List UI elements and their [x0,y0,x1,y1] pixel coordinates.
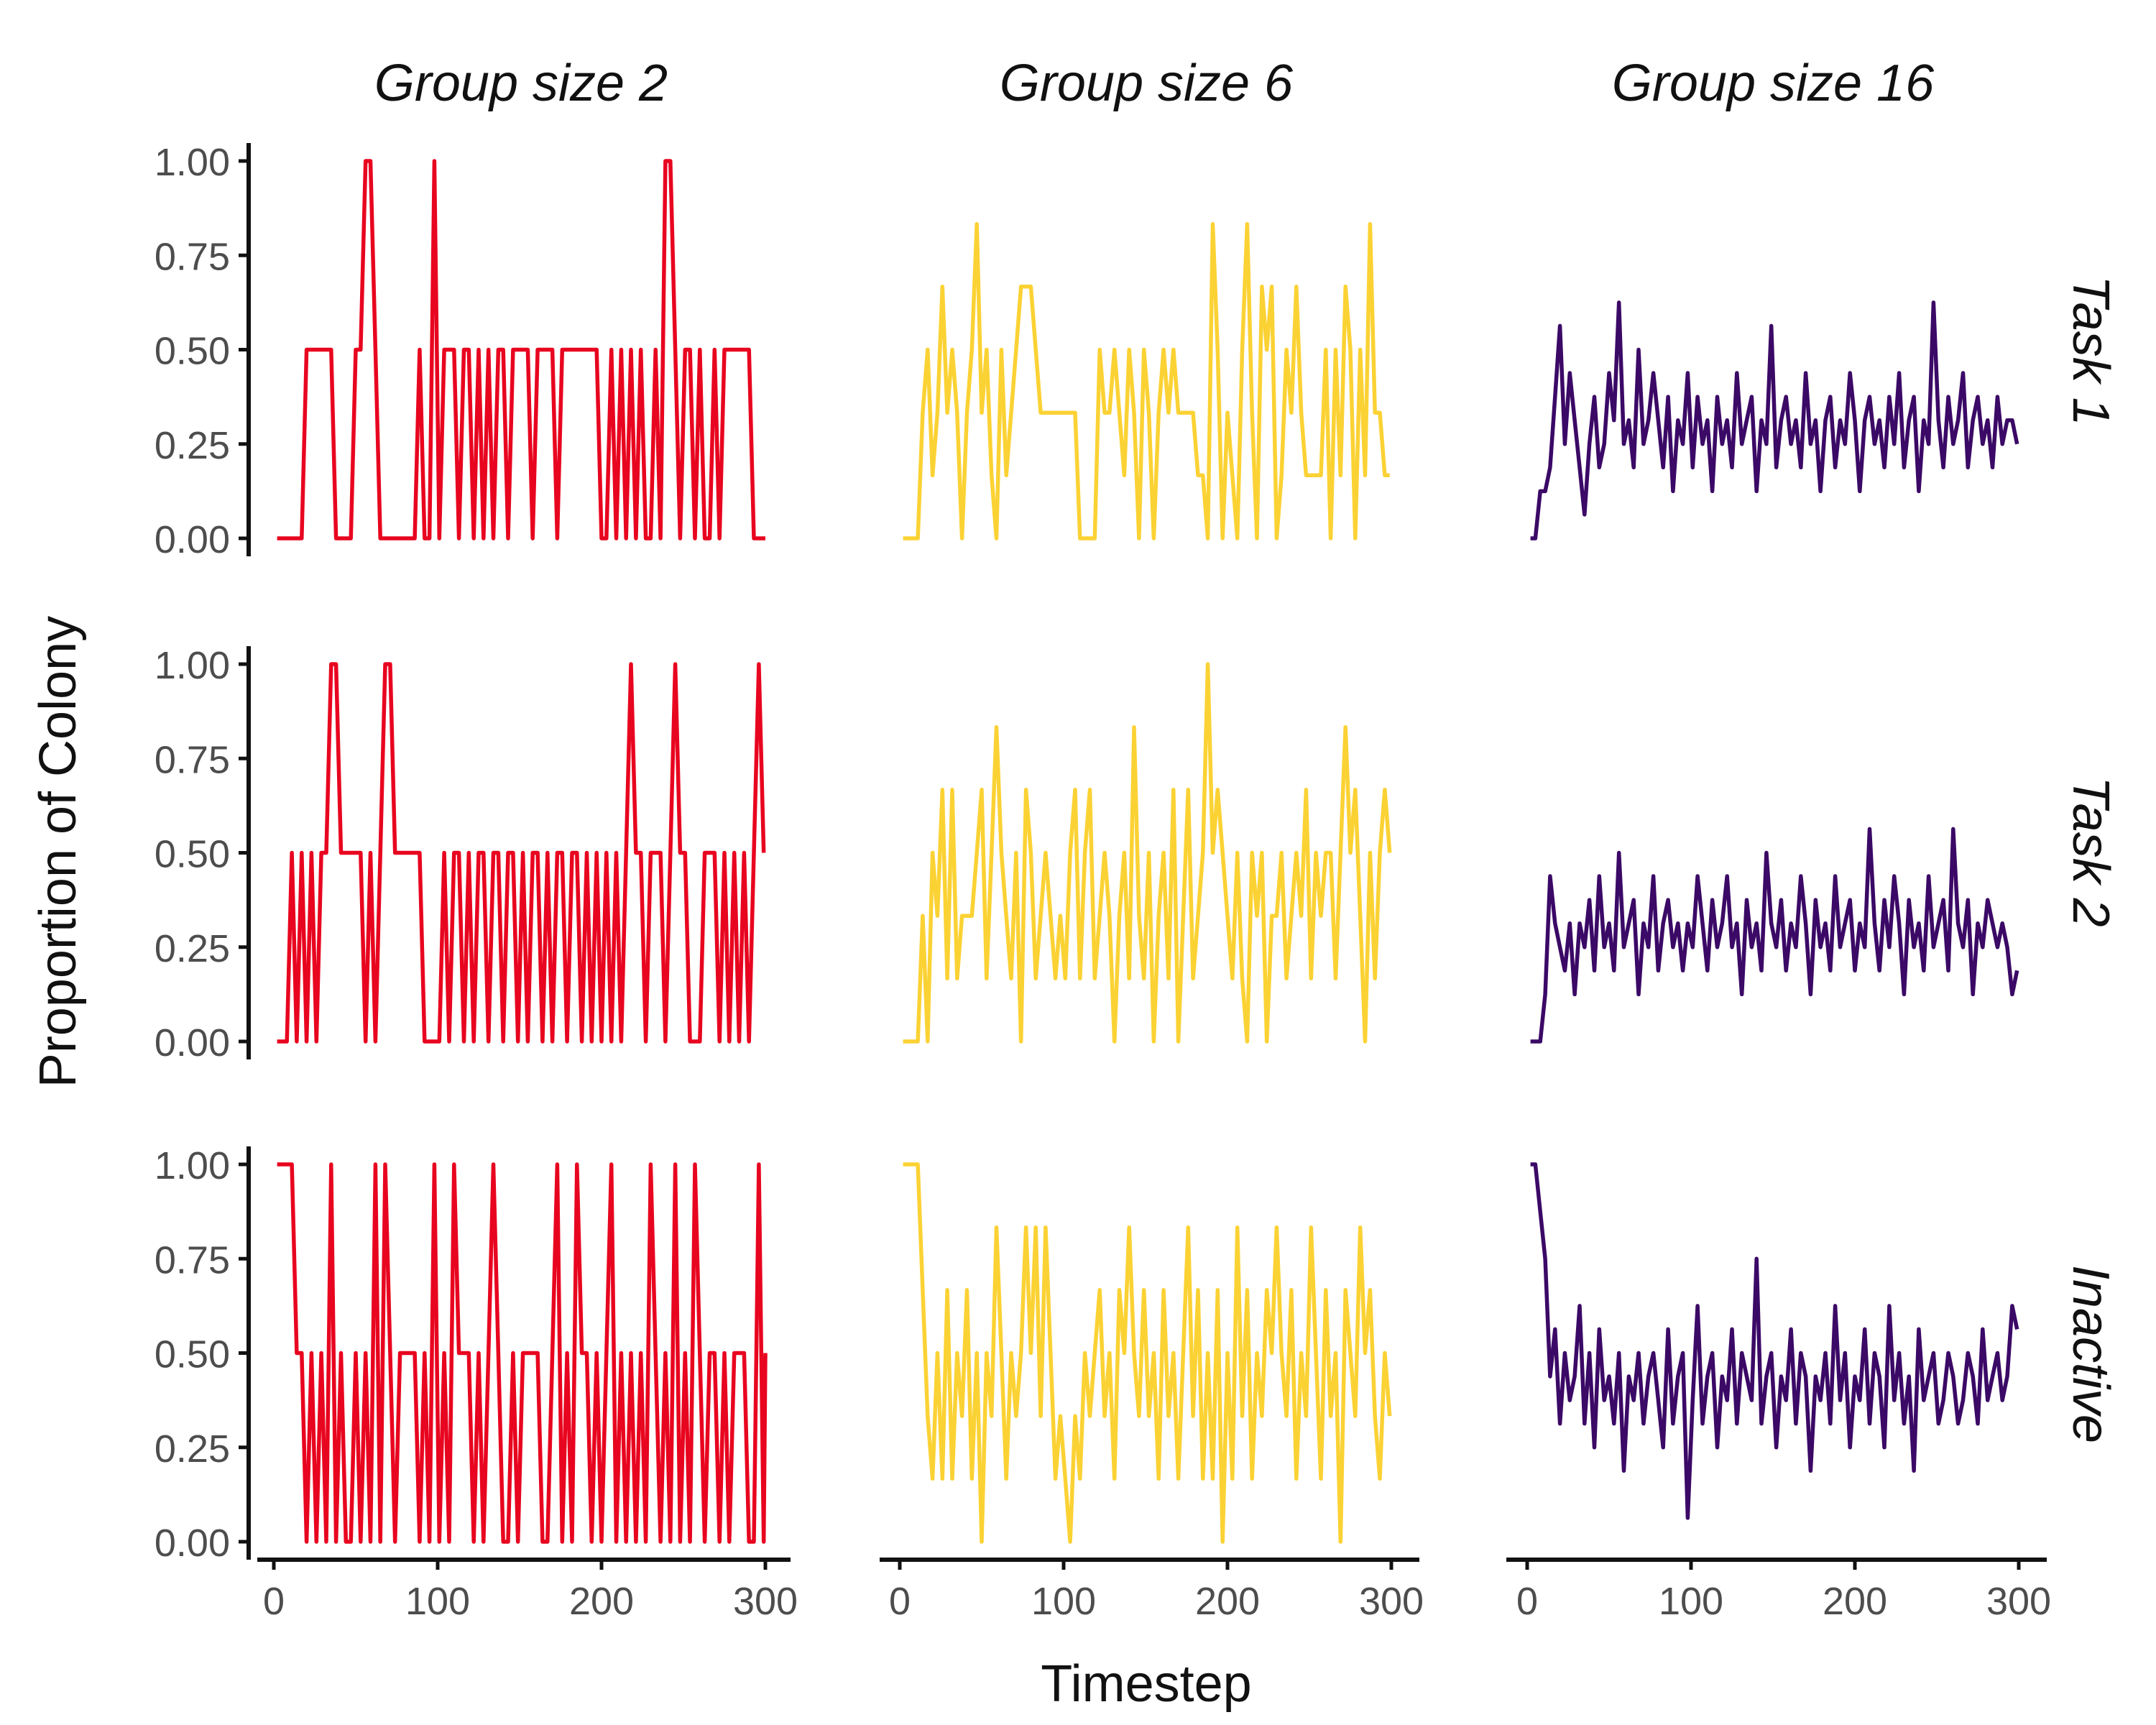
x-tick-label: 100 [1031,1580,1096,1623]
y-tick-label: 0.25 [155,1427,230,1471]
y-tick-label: 1.00 [155,1144,230,1187]
series-line [277,1162,768,1544]
series-line [277,662,766,1044]
column-strip-label: Group size 2 [374,55,668,112]
y-tick-label: 0.75 [155,235,230,278]
y-axis-title: Proportion of Colony [29,616,87,1087]
x-tick-label: 0 [263,1580,285,1623]
x-tick-label: 200 [1195,1580,1260,1623]
y-tick-label: 0.50 [155,330,230,373]
row-strip-label: Task 2 [2062,776,2119,926]
x-tick-label: 100 [1659,1580,1723,1623]
series-line [903,221,1390,540]
y-tick-label: 0.50 [155,1333,230,1376]
row-strip-label: Task 1 [2062,275,2119,426]
series-line [903,1162,1392,1544]
y-tick-label: 0.50 [155,833,230,876]
x-tick-label: 0 [1516,1580,1538,1623]
x-tick-label: 200 [569,1580,634,1623]
y-tick-label: 1.00 [155,141,230,184]
y-tick-label: 0.75 [155,1238,230,1282]
y-tick-label: 0.00 [155,518,230,561]
panels: 0.00 0.25 0.50 0.75 1.00 0.00 0.25 0.50 0.75 1.00… [155,141,2051,1623]
x-tick-label: 300 [1359,1580,1424,1623]
x-tick-label: 200 [1823,1580,1887,1623]
series-line [1530,300,2019,540]
column-strip-label: Group size 6 [1000,55,1294,112]
x-tick-label: 100 [405,1580,470,1623]
row-strip-label: Inactive [2062,1265,2119,1443]
y-tick-label: 0.00 [155,1021,230,1064]
y-tick-label: 0.75 [155,738,230,781]
y-tick-label: 1.00 [155,644,230,687]
y-tick-label: 0.25 [155,927,230,970]
series-line [1530,827,2019,1044]
x-axis-title: Timestep [1041,1655,1251,1713]
y-tick-label: 0.00 [155,1522,230,1565]
column-strip-label: Group size 16 [1612,55,1935,112]
y-tick-label: 0.25 [155,424,230,467]
series-line [903,662,1392,1044]
series-line [277,159,766,540]
x-tick-label: 0 [889,1580,911,1623]
x-tick-label: 300 [1986,1580,2051,1623]
series-line [1530,1162,2019,1520]
x-tick-label: 300 [733,1580,798,1623]
